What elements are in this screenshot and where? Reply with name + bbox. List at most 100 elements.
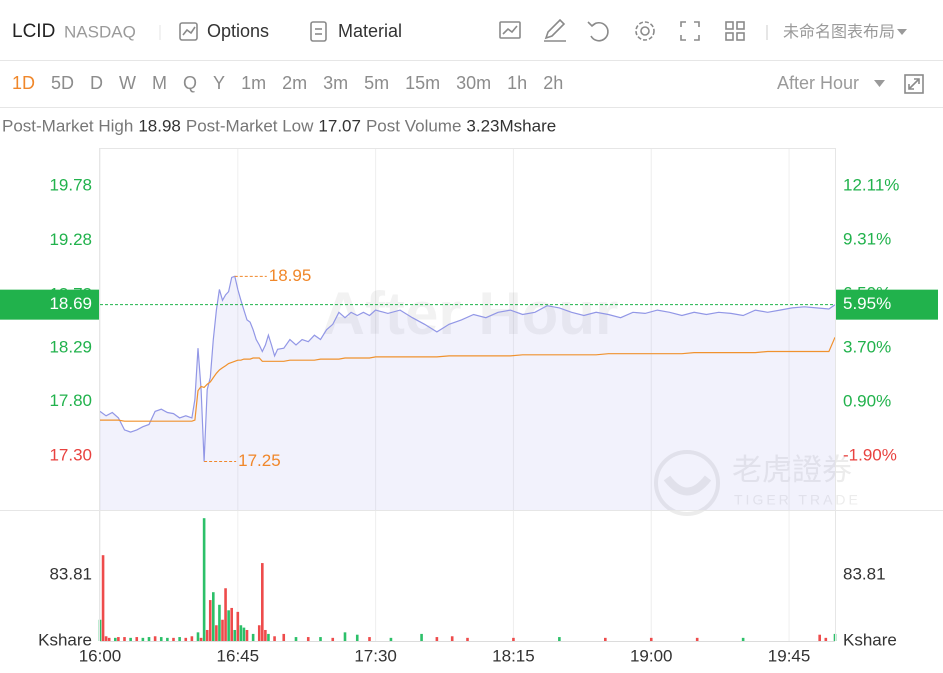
stat-value: 17.07: [318, 116, 361, 135]
price-area: [100, 276, 835, 510]
interval-tab[interactable]: Y: [213, 73, 225, 93]
x-tick-label: 19:00: [630, 646, 673, 665]
interval-tab[interactable]: 1m: [241, 73, 266, 93]
stat-label: Post-Market High: [2, 116, 133, 135]
volume-bar: [107, 637, 111, 641]
volume-bar: [239, 625, 243, 641]
material-button[interactable]: Material: [338, 21, 402, 41]
dropdown-arrow[interactable]: [874, 80, 885, 87]
y2-tick-label: Kshare: [843, 630, 897, 649]
volume-bar: [202, 518, 206, 641]
volume-bar: [153, 636, 157, 641]
volume-bar: [604, 637, 607, 641]
x-tick-label: 18:15: [492, 646, 535, 665]
last-change: 5.95%: [843, 294, 891, 313]
interval-tab[interactable]: M: [152, 73, 167, 93]
y-tick-label: 83.81: [49, 565, 92, 584]
y2-tick-label: -1.90%: [843, 446, 897, 465]
interval-tab[interactable]: 1h: [507, 73, 527, 93]
interval-tab[interactable]: 2h: [543, 73, 563, 93]
interval-tab[interactable]: 1D: [12, 73, 35, 93]
volume-bar: [389, 637, 393, 641]
options-icon[interactable]: [179, 22, 198, 41]
stats-line: Post-Market High 18.98 Post-Market Low 17.0…: [2, 116, 556, 135]
volume-bar: [147, 637, 151, 641]
volume-bar: [212, 592, 215, 641]
volume-bar: [114, 637, 117, 641]
symbol[interactable]: LCID: [12, 21, 55, 42]
volume-bar: [264, 629, 267, 641]
volume-bar: [818, 634, 821, 641]
session-select[interactable]: After Hour: [777, 73, 859, 93]
interval-tab[interactable]: 30m: [456, 73, 491, 93]
interval-tab[interactable]: 3m: [323, 73, 348, 93]
volume-bar: [435, 637, 439, 641]
volume-bar: [343, 632, 347, 641]
volume-bar: [129, 637, 132, 641]
logo-name: 老虎證券: [732, 454, 852, 487]
volume-bar: [123, 637, 126, 641]
last-price-box: [0, 289, 100, 320]
y-tick-label: 19.28: [49, 230, 92, 249]
volume-bar: [190, 636, 194, 641]
volume-bar: [215, 625, 218, 641]
last-price: 18.69: [49, 294, 92, 313]
toolbar-icons[interactable]: [499, 18, 745, 42]
annotation-label: 18.95: [269, 266, 312, 285]
volume-bar: [196, 632, 200, 641]
x-tick-label: 16:45: [217, 646, 260, 665]
interval-tab[interactable]: 5D: [51, 73, 74, 93]
volume-bar: [101, 555, 105, 641]
volume-bar: [251, 633, 255, 641]
exchange: NASDAQ: [64, 22, 136, 41]
volume-bar: [172, 637, 175, 641]
interval-tab[interactable]: 15m: [405, 73, 440, 93]
stat-value: 18.98: [138, 116, 181, 135]
volume-bar: [245, 629, 249, 641]
options-button[interactable]: Options: [207, 21, 269, 41]
volume-bar: [205, 629, 209, 641]
volume-bar: [230, 607, 233, 641]
stat-value: 3.23Mshare: [466, 116, 556, 135]
volume-bar: [257, 625, 261, 641]
y-tick-label: 17.30: [49, 446, 92, 465]
price-line: [99, 275, 836, 462]
volume-bar: [306, 637, 310, 641]
volume-bar: [824, 637, 828, 641]
y2-tick-label: 12.11%: [843, 175, 899, 194]
volume-bar: [261, 563, 264, 641]
expand-icon[interactable]: [904, 74, 924, 94]
volume-bar: [135, 637, 139, 641]
y-tick-label: 18.29: [49, 338, 92, 357]
last-change-box: [836, 289, 938, 320]
volume-bar: [649, 637, 653, 641]
dropdown-arrow[interactable]: [897, 29, 907, 35]
interval-tab[interactable]: W: [119, 73, 136, 93]
interval-tab[interactable]: 2m: [282, 73, 307, 93]
volume-bar: [208, 600, 212, 641]
layout-name[interactable]: 未命名图表布局: [783, 23, 895, 41]
y-tick-label: Kshare: [38, 630, 92, 649]
y-tick-label: 17.80: [49, 391, 92, 410]
volume-bar: [221, 619, 224, 641]
volume-bar: [319, 637, 322, 641]
y2-tick-label: 9.31%: [843, 229, 891, 248]
volume-bar: [294, 637, 298, 641]
volume-bar: [420, 633, 423, 641]
interval-tab[interactable]: D: [90, 73, 103, 93]
interval-tabs: 1D 5D D W M Q Y 1m 2m 3m 5m 15m 30m 1h 2h: [12, 73, 563, 93]
volume-bar: [227, 610, 230, 641]
x-tick-label: 16:00: [79, 646, 122, 665]
interval-tab[interactable]: Q: [183, 73, 197, 93]
volume-bar: [199, 637, 203, 641]
logo-mark: [663, 475, 712, 496]
volume-bar: [117, 637, 120, 641]
interval-tab[interactable]: 5m: [364, 73, 389, 93]
volume-bar: [233, 629, 237, 641]
volume-bar: [695, 637, 699, 641]
y2-tick-label: 83.81: [843, 565, 886, 584]
volume-bar: [331, 637, 335, 641]
material-icon[interactable]: [310, 21, 327, 42]
